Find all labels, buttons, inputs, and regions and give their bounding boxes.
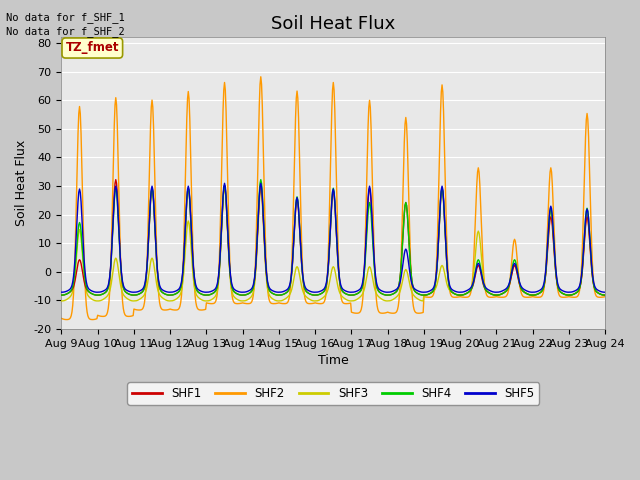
X-axis label: Time: Time [318,354,349,367]
Text: No data for f_SHF_2: No data for f_SHF_2 [6,26,125,37]
Text: TZ_fmet: TZ_fmet [65,41,119,55]
Text: No data for f_SHF_1: No data for f_SHF_1 [6,12,125,23]
Y-axis label: Soil Heat Flux: Soil Heat Flux [15,140,28,226]
Title: Soil Heat Flux: Soil Heat Flux [271,15,396,33]
Legend: SHF1, SHF2, SHF3, SHF4, SHF5: SHF1, SHF2, SHF3, SHF4, SHF5 [127,383,540,405]
